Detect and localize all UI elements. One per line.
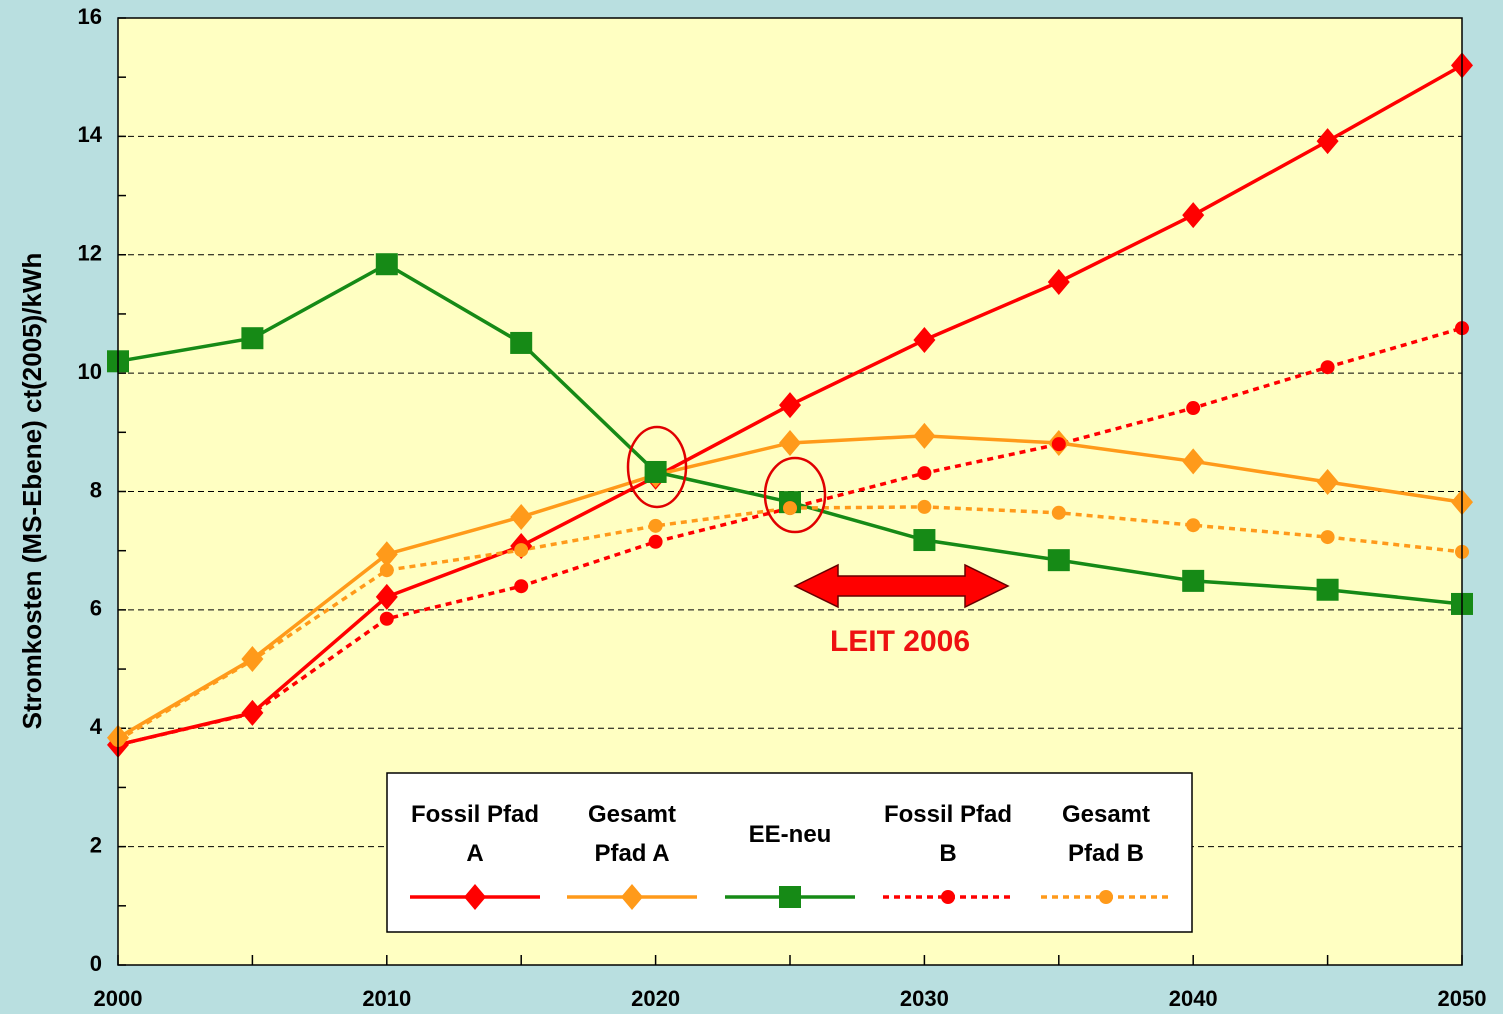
marker — [510, 331, 533, 354]
legend-label: Fossil Pfad A — [410, 801, 540, 867]
marker — [644, 460, 667, 483]
y-tick-label: 2 — [90, 832, 102, 857]
marker — [917, 466, 932, 481]
highlight-ellipse — [626, 425, 688, 509]
y-tick-label: 14 — [78, 122, 103, 147]
marker — [241, 327, 264, 350]
legend-label: Gesamt Pfad A — [587, 801, 677, 867]
marker — [1051, 437, 1066, 452]
marker — [1047, 549, 1070, 572]
marker — [514, 543, 529, 558]
marker — [1099, 890, 1113, 904]
marker — [1051, 505, 1066, 520]
x-tick-label: 2010 — [362, 986, 411, 1011]
marker — [648, 534, 663, 549]
marker — [779, 429, 801, 456]
marker — [913, 529, 936, 552]
marker — [379, 611, 394, 626]
marker — [375, 253, 398, 276]
marker — [648, 518, 663, 533]
marker — [941, 890, 955, 904]
range-arrow — [793, 563, 1010, 609]
marker — [917, 499, 932, 514]
marker — [1316, 469, 1339, 496]
marker — [913, 326, 936, 353]
legend-label: Gesamt Pfad B — [1061, 801, 1151, 867]
marker — [375, 583, 398, 610]
legend-label: EE-neu — [748, 820, 832, 848]
marker — [464, 884, 486, 910]
lines — [107, 52, 1473, 758]
marker — [783, 501, 797, 516]
marker — [913, 422, 936, 449]
marker — [375, 541, 398, 568]
marker — [1182, 448, 1205, 475]
x-tick-label: 2000 — [94, 986, 143, 1011]
y-tick-label: 16 — [78, 4, 102, 29]
marker — [379, 563, 394, 578]
marker — [510, 503, 533, 530]
y-axis-label: Stromkosten (MS-Ebene) ct(2005)/kWh — [17, 253, 47, 730]
marker — [779, 392, 801, 419]
legend — [410, 884, 1171, 910]
marker — [1316, 578, 1339, 601]
y-tick-label: 8 — [90, 477, 102, 502]
marker — [1320, 530, 1335, 545]
marker — [1320, 360, 1335, 375]
marker — [1186, 401, 1201, 416]
y-tick-label: 4 — [90, 714, 103, 739]
y-tick-label: 6 — [90, 596, 102, 621]
x-tick-label: 2020 — [631, 986, 680, 1011]
marker — [1186, 518, 1201, 533]
marker — [1182, 569, 1205, 592]
marker — [245, 653, 260, 668]
marker — [1316, 128, 1339, 155]
marker — [779, 886, 801, 908]
x-tick-label: 2030 — [900, 986, 949, 1011]
highlight-ellipse — [763, 456, 827, 534]
x-tick-label: 2050 — [1438, 986, 1487, 1011]
marker — [621, 884, 643, 910]
plot-frame — [117, 17, 1463, 966]
marker — [1047, 268, 1070, 295]
marker — [245, 706, 260, 721]
y-tick-label: 10 — [78, 359, 102, 384]
y-tick-label: 0 — [90, 951, 102, 976]
annotation: LEIT 2006 — [830, 625, 970, 658]
x-tick-label: 2040 — [1169, 986, 1218, 1011]
y-tick-label: 12 — [78, 241, 102, 266]
marker — [1182, 202, 1205, 229]
legend-label: Fossil Pfad B — [883, 801, 1013, 867]
marker — [514, 579, 529, 594]
